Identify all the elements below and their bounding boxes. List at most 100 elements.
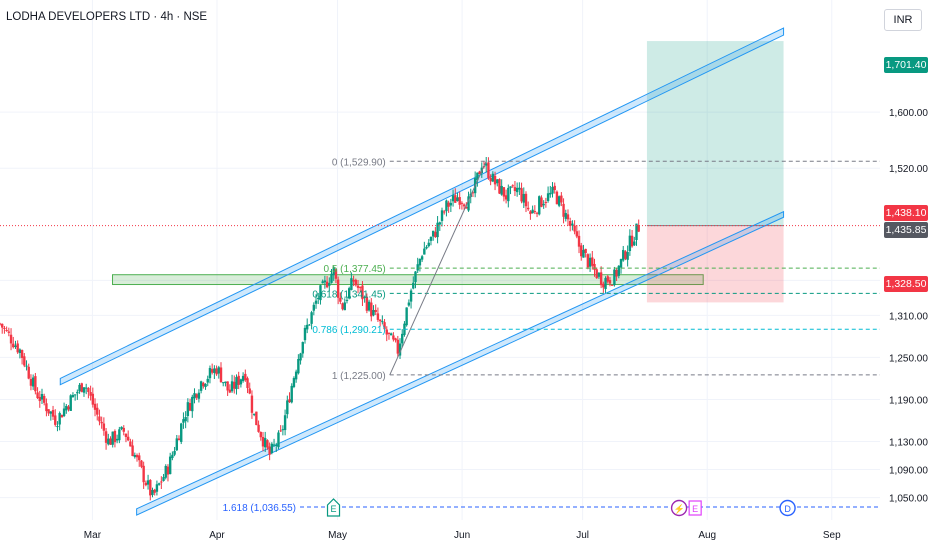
candle-body xyxy=(138,455,141,461)
candle-body xyxy=(339,297,342,302)
channel-upper-band xyxy=(59,27,785,386)
candle-body xyxy=(431,230,435,237)
candle-body xyxy=(372,309,375,316)
candle-body xyxy=(356,285,360,288)
candle-body xyxy=(157,483,161,485)
candle-body xyxy=(188,402,192,411)
candle-body xyxy=(180,423,183,442)
candle-body xyxy=(394,338,397,341)
candle-body xyxy=(361,285,364,300)
fib-level-label: 1.618 (1,036.55) xyxy=(223,503,296,514)
y-axis-tick-label: 1,520.00 xyxy=(889,164,928,175)
candle-body xyxy=(409,290,413,302)
candle-body xyxy=(515,187,519,193)
candle-body xyxy=(334,269,338,279)
candle-body xyxy=(513,187,517,192)
candle-body xyxy=(173,450,176,455)
candle-body xyxy=(376,313,380,320)
candle-body xyxy=(305,324,309,330)
candle-body xyxy=(118,429,121,441)
symbol-title[interactable]: LODHA DEVELOPERS LTD · 4h · NSE xyxy=(6,11,208,23)
candle-body xyxy=(487,162,490,179)
candle-body xyxy=(268,446,271,455)
candle-body xyxy=(297,359,300,374)
position-target-zone xyxy=(646,41,784,226)
fib-level-label: 0.5 (1,377.45) xyxy=(324,264,386,275)
candle-body xyxy=(299,353,302,361)
candle-body xyxy=(283,415,287,431)
candle-body xyxy=(14,345,17,347)
candle-body xyxy=(498,179,501,194)
candle-body xyxy=(51,410,55,417)
candle-body xyxy=(518,187,521,190)
candle-body xyxy=(303,327,307,341)
candle-body xyxy=(633,241,636,246)
candle-body xyxy=(504,195,508,200)
candle-body xyxy=(54,415,57,425)
candle-body xyxy=(564,213,567,219)
candle-body xyxy=(261,436,265,447)
candle-body xyxy=(449,202,453,206)
x-axis-tick-label: Aug xyxy=(698,530,716,541)
candle-body xyxy=(144,482,148,486)
candle-body xyxy=(120,426,123,430)
candle-body xyxy=(153,489,156,493)
candle-body xyxy=(465,207,468,209)
currency-button[interactable]: INR xyxy=(884,9,922,31)
candles-layer xyxy=(0,156,640,501)
candle-body xyxy=(255,411,258,426)
candle-body xyxy=(330,273,333,283)
candle-body xyxy=(20,350,24,358)
candle-body xyxy=(438,222,441,225)
x-axis-tick-label: Apr xyxy=(209,530,225,541)
candle-body xyxy=(164,465,167,478)
candle-body xyxy=(381,321,384,323)
candle-body xyxy=(471,192,475,194)
y-axis-tick-label: 1,090.00 xyxy=(889,466,928,477)
candle-body xyxy=(456,197,459,202)
candle-body xyxy=(458,197,461,205)
candle-body xyxy=(374,309,377,313)
candle-body xyxy=(277,432,280,448)
candle-body xyxy=(5,330,8,332)
candle-body xyxy=(407,302,411,306)
candle-body xyxy=(208,368,212,379)
candle-body xyxy=(352,279,355,282)
candle-body xyxy=(343,302,346,311)
candle-body xyxy=(25,365,28,367)
candle-body xyxy=(288,399,291,403)
candle-body xyxy=(206,378,209,383)
candle-body xyxy=(27,366,30,379)
x-axis-tick-label: Jun xyxy=(454,530,470,541)
candle-body xyxy=(595,269,598,279)
candle-body xyxy=(310,312,313,324)
candle-body xyxy=(76,391,79,394)
candle-body xyxy=(122,427,125,432)
candle-body xyxy=(630,235,634,247)
candle-body xyxy=(250,395,254,413)
fib-level-label: 1 (1,225.00) xyxy=(332,371,386,382)
candle-body xyxy=(354,279,358,286)
candle-body xyxy=(423,248,426,255)
candle-body xyxy=(275,444,278,446)
candle-body xyxy=(290,385,293,403)
candle-body xyxy=(126,436,130,441)
candle-body xyxy=(317,298,320,300)
candle-body xyxy=(49,411,53,414)
candle-body xyxy=(610,284,614,286)
candle-body xyxy=(359,287,362,289)
candle-body xyxy=(398,343,402,356)
candle-body xyxy=(396,339,400,354)
candle-body xyxy=(124,433,128,437)
candle-body xyxy=(82,387,86,393)
candle-body xyxy=(416,264,419,271)
candle-body xyxy=(294,371,298,380)
candle-body xyxy=(427,242,430,247)
candle-body xyxy=(149,479,152,496)
x-axis-tick-label: May xyxy=(328,530,347,541)
candle-body xyxy=(522,193,525,203)
candle-body xyxy=(219,367,223,383)
candle-body xyxy=(186,402,190,416)
candle-body xyxy=(100,421,103,424)
